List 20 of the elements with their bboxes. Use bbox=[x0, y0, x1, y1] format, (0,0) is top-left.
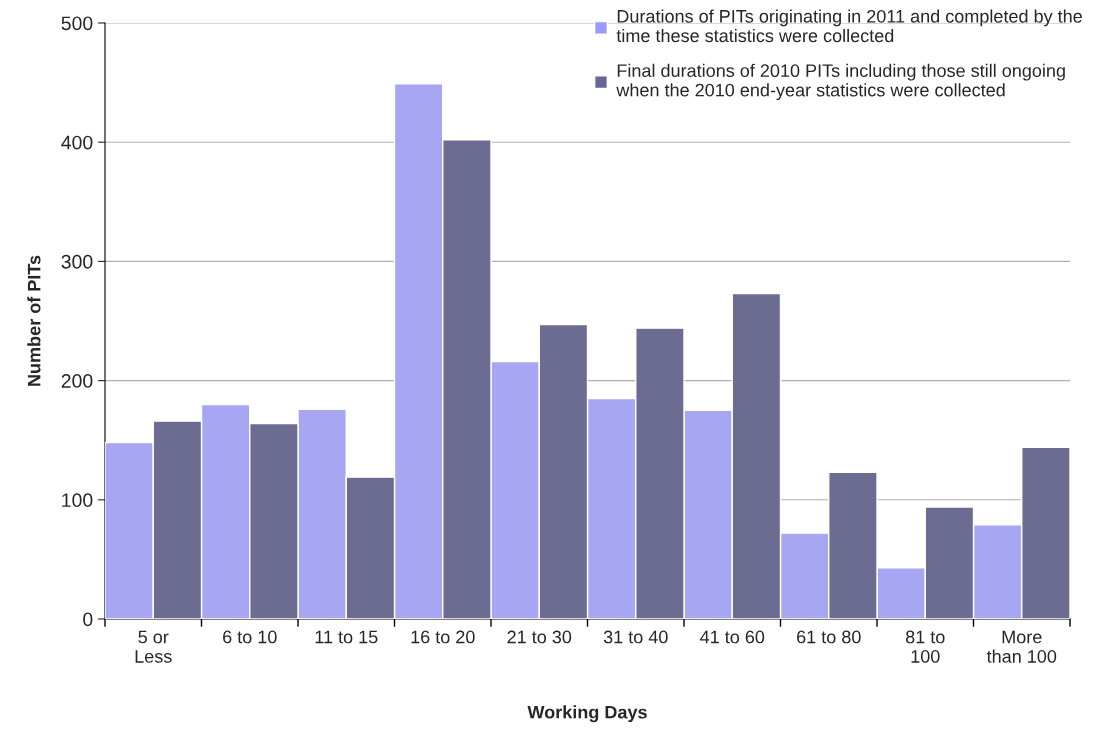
legend-label: Durations of PITs originating in 2011 and completed by the time these statistics were collected bbox=[616, 9, 1082, 43]
x-axis-title: Working Days bbox=[527, 705, 647, 723]
y-tick-label: 500 bbox=[61, 16, 93, 31]
x-tick-label: 5 or Less bbox=[135, 630, 172, 663]
y-axis-title: Number of PITs bbox=[27, 255, 41, 386]
x-tick-label: 81 to 100 bbox=[905, 630, 945, 663]
y-tick-label: 300 bbox=[61, 254, 93, 269]
y-tick-label: 100 bbox=[62, 493, 93, 508]
x-tick-label: More than 100 bbox=[986, 630, 1057, 663]
x-tick-label: 31 to 40 bbox=[603, 630, 668, 644]
x-tick-label: 16 to 20 bbox=[411, 630, 475, 644]
x-tick-label: 6 to 10 bbox=[223, 630, 277, 644]
legend-label: Final durations of 2010 PITs including those still ongoing when the 2010 end-year statistics were collected bbox=[616, 63, 1065, 101]
x-tick-label: 61 to 80 bbox=[797, 630, 861, 644]
x-tick-label: 41 to 60 bbox=[700, 630, 765, 644]
x-tick-label: 21 to 30 bbox=[507, 630, 572, 644]
y-tick-label: 200 bbox=[61, 374, 93, 388]
x-tick-label: 11 to 15 bbox=[315, 630, 378, 644]
y-tick-label: 400 bbox=[61, 135, 93, 150]
y-tick-label: 0 bbox=[83, 612, 93, 627]
